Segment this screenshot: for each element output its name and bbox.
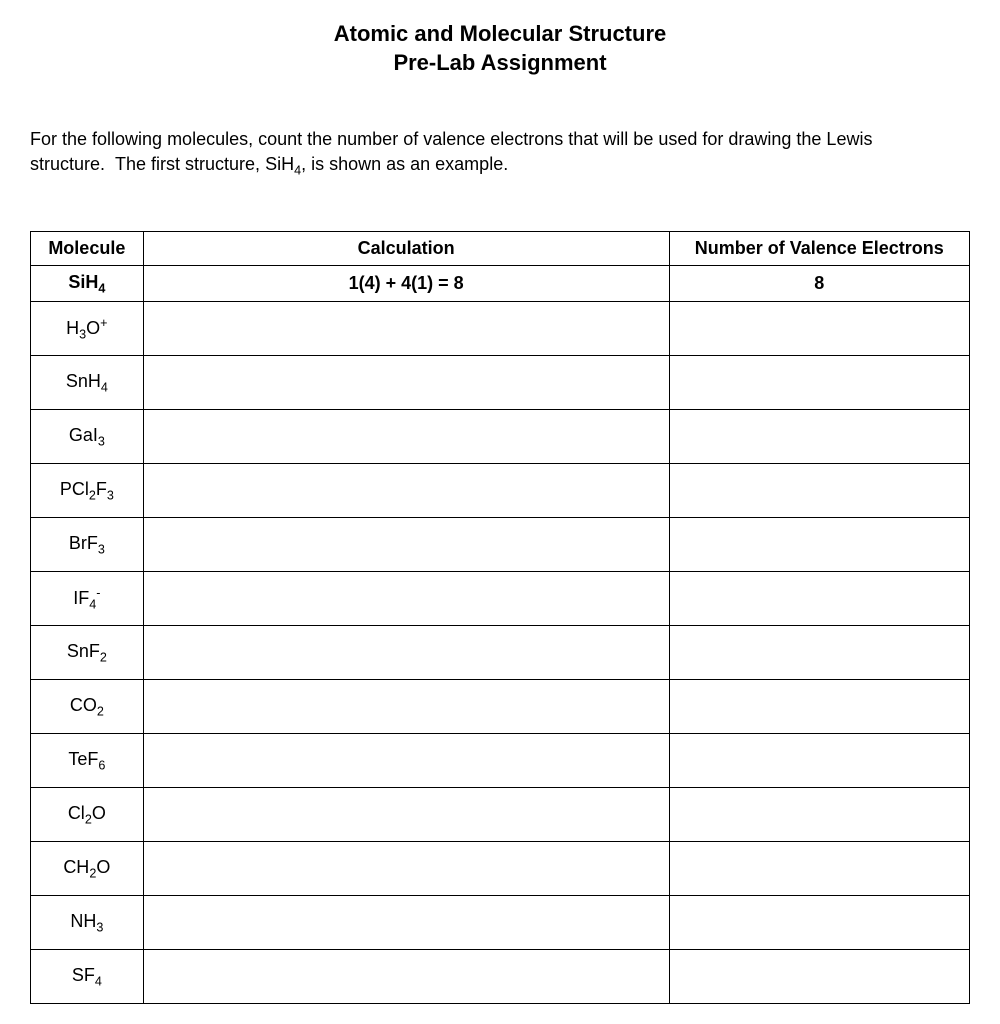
example-calculation: 1(4) + 4(1) = 8 xyxy=(143,265,669,302)
table-row: SnF2 xyxy=(31,626,970,680)
calculation-cell xyxy=(143,356,669,410)
calculation-cell xyxy=(143,734,669,788)
calculation-cell xyxy=(143,518,669,572)
calculation-cell xyxy=(143,626,669,680)
header-calculation: Calculation xyxy=(143,231,669,265)
table-row: IF4- xyxy=(31,572,970,626)
valence-cell xyxy=(669,680,969,734)
calculation-cell xyxy=(143,572,669,626)
molecule-cell: GaI3 xyxy=(31,410,144,464)
header-molecule: Molecule xyxy=(31,231,144,265)
molecule-cell: CH2O xyxy=(31,842,144,896)
calculation-cell xyxy=(143,842,669,896)
header-valence: Number of Valence Electrons xyxy=(669,231,969,265)
valence-cell xyxy=(669,572,969,626)
molecule-cell: H3O+ xyxy=(31,302,144,356)
table-row: BrF3 xyxy=(31,518,970,572)
table-row: CO2 xyxy=(31,680,970,734)
valence-cell xyxy=(669,410,969,464)
calculation-cell xyxy=(143,896,669,950)
molecule-cell: SnH4 xyxy=(31,356,144,410)
molecule-cell: BrF3 xyxy=(31,518,144,572)
molecule-cell: IF4- xyxy=(31,572,144,626)
table-row: SF4 xyxy=(31,950,970,1004)
example-valence: 8 xyxy=(669,265,969,302)
valence-cell xyxy=(669,950,969,1004)
valence-cell xyxy=(669,896,969,950)
title-line-1: Atomic and Molecular Structure xyxy=(30,20,970,49)
molecule-cell: SF4 xyxy=(31,950,144,1004)
example-molecule: SiH4 xyxy=(31,265,144,302)
molecule-cell: Cl2O xyxy=(31,788,144,842)
table-row: Cl2O xyxy=(31,788,970,842)
valence-cell xyxy=(669,356,969,410)
title-block: Atomic and Molecular Structure Pre-Lab A… xyxy=(30,20,970,77)
table-example-row: SiH41(4) + 4(1) = 88 xyxy=(31,265,970,302)
table-row: TeF6 xyxy=(31,734,970,788)
calculation-cell xyxy=(143,302,669,356)
valence-cell xyxy=(669,518,969,572)
table-row: CH2O xyxy=(31,842,970,896)
molecule-cell: SnF2 xyxy=(31,626,144,680)
valence-table: Molecule Calculation Number of Valence E… xyxy=(30,231,970,1005)
table-row: GaI3 xyxy=(31,410,970,464)
calculation-cell xyxy=(143,464,669,518)
table-row: H3O+ xyxy=(31,302,970,356)
valence-cell xyxy=(669,302,969,356)
molecule-cell: PCl2F3 xyxy=(31,464,144,518)
valence-cell xyxy=(669,788,969,842)
table-header-row: Molecule Calculation Number of Valence E… xyxy=(31,231,970,265)
valence-cell xyxy=(669,626,969,680)
instructions-text: For the following molecules, count the n… xyxy=(30,127,970,180)
table-row: SnH4 xyxy=(31,356,970,410)
valence-cell xyxy=(669,464,969,518)
molecule-cell: TeF6 xyxy=(31,734,144,788)
title-line-2: Pre-Lab Assignment xyxy=(30,49,970,78)
table-row: PCl2F3 xyxy=(31,464,970,518)
valence-cell xyxy=(669,734,969,788)
calculation-cell xyxy=(143,680,669,734)
molecule-cell: CO2 xyxy=(31,680,144,734)
molecule-cell: NH3 xyxy=(31,896,144,950)
table-row: NH3 xyxy=(31,896,970,950)
calculation-cell xyxy=(143,950,669,1004)
valence-cell xyxy=(669,842,969,896)
calculation-cell xyxy=(143,788,669,842)
calculation-cell xyxy=(143,410,669,464)
